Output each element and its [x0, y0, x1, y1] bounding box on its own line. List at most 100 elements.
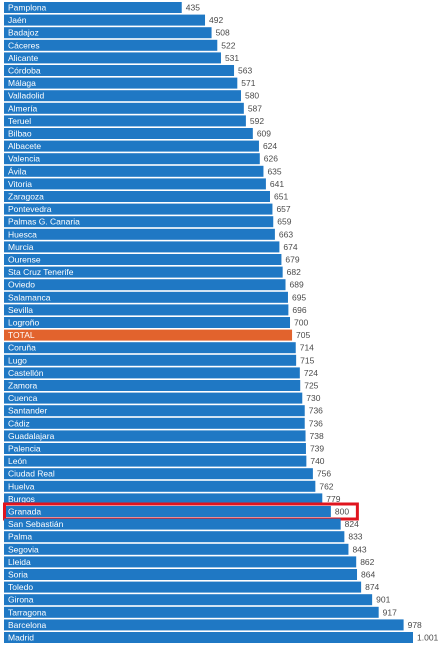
value-label-castellon: 724 [304, 368, 318, 378]
category-label-malaga: Málaga [8, 78, 36, 88]
value-label-palencia: 739 [310, 444, 324, 454]
category-label-salamanca: Salamanca [8, 292, 51, 302]
value-label-soria: 864 [361, 570, 375, 580]
value-label-salamanca: 695 [292, 292, 306, 302]
bar-alicante [4, 52, 221, 64]
category-label-santander: Santander [8, 406, 47, 416]
value-label-san-sebastian: 824 [345, 519, 359, 529]
value-label-burgos: 779 [326, 494, 340, 504]
value-label-lleida: 862 [360, 557, 374, 567]
bar-ourense [4, 254, 282, 265]
value-label-valladolid: 580 [245, 91, 259, 101]
category-label-vitoria: Vitoria [8, 179, 32, 189]
bar-coruna [4, 342, 296, 354]
category-label-cuenca: Cuenca [8, 393, 38, 403]
bar-salamanca [4, 291, 288, 303]
value-label-albacete: 624 [263, 141, 277, 151]
bar-total [4, 329, 293, 341]
category-label-cordoba: Córdoba [8, 66, 41, 76]
value-label-sevilla: 696 [292, 305, 306, 315]
category-label-jaen: Jaén [8, 15, 27, 25]
bar-pontevedra [4, 203, 273, 215]
category-label-almeria: Almería [8, 103, 38, 113]
value-label-santander: 736 [309, 406, 323, 416]
value-label-malaga: 571 [241, 78, 255, 88]
category-label-segovia: Segovia [8, 544, 39, 554]
value-label-logrono: 700 [294, 318, 308, 328]
bar-almeria [4, 102, 244, 114]
bar-soria [4, 569, 358, 580]
value-label-oviedo: 689 [290, 280, 304, 290]
category-label-sta-cruz-tenerife: Sta Cruz Tenerife [8, 267, 74, 277]
category-label-caceres: Cáceres [8, 40, 40, 50]
bar-toledo [4, 581, 362, 593]
bar-castellon [4, 367, 300, 379]
bar-badajoz [4, 27, 212, 39]
value-label-ourense: 679 [285, 255, 299, 265]
value-label-badajoz: 508 [216, 28, 230, 38]
value-label-vitoria: 641 [270, 179, 284, 189]
category-label-ciudad-real: Ciudad Real [8, 469, 55, 479]
category-label-madrid: Madrid [8, 633, 34, 643]
bars-group: Pamplona 435 Jaén 492 Badajoz 508 Cáceres 522 Al… [3, 2, 439, 643]
value-label-caceres: 522 [221, 40, 235, 50]
bar-oviedo [4, 279, 286, 291]
value-label-zamora: 725 [304, 381, 318, 391]
category-label-girona: Girona [8, 595, 34, 605]
bar-burgos [4, 493, 323, 505]
category-label-oviedo: Oviedo [8, 280, 35, 290]
category-label-palma: Palma [8, 532, 32, 542]
category-label-valladolid: Valladolid [8, 91, 45, 101]
bar-lugo [4, 354, 297, 366]
category-label-toledo: Toledo [8, 582, 33, 592]
category-label-valencia: Valencia [8, 154, 40, 164]
category-label-coruna: Coruña [8, 343, 36, 353]
category-label-badajoz: Badajoz [8, 28, 39, 38]
value-label-bilbao: 609 [257, 129, 271, 139]
category-label-alicante: Alicante [8, 53, 39, 63]
bar-ciudad-real [4, 468, 313, 480]
category-label-guadalajara: Guadalajara [8, 431, 55, 441]
value-label-coruna: 714 [300, 343, 314, 353]
value-label-ciudad-real: 756 [317, 469, 331, 479]
value-label-huelva: 762 [319, 481, 333, 491]
category-label-palencia: Palencia [8, 444, 41, 454]
value-label-jaen: 492 [209, 15, 223, 25]
value-label-madrid: 1.001 [417, 633, 439, 643]
category-label-teruel: Teruel [8, 116, 31, 126]
category-label-sevilla: Sevilla [8, 305, 33, 315]
value-label-leon: 740 [310, 456, 324, 466]
value-label-segovia: 843 [352, 544, 366, 554]
value-label-guadalajara: 738 [310, 431, 324, 441]
value-label-huesca: 663 [279, 229, 293, 239]
value-label-pamplona: 435 [186, 3, 200, 13]
bar-valencia [4, 153, 260, 165]
value-label-tarragona: 917 [383, 607, 397, 617]
category-label-soria: Soria [8, 570, 28, 580]
category-label-murcia: Murcia [8, 242, 34, 252]
bar-santander [4, 405, 305, 417]
bar-palmas-g-canaria [4, 216, 274, 228]
bar-leon [4, 455, 307, 467]
value-label-valencia: 626 [264, 154, 278, 164]
value-label-sta-cruz-tenerife: 682 [287, 267, 301, 277]
category-label-castellon: Castellón [8, 368, 44, 378]
category-label-zaragoza: Zaragoza [8, 192, 44, 202]
category-label-lugo: Lugo [8, 355, 27, 365]
bar-valladolid [4, 90, 241, 102]
bar-bilbao [4, 128, 253, 139]
category-label-tarragona: Tarragona [8, 607, 47, 617]
bar-palma [4, 531, 345, 543]
category-label-burgos: Burgos [8, 494, 35, 504]
category-label-pamplona: Pamplona [8, 3, 47, 13]
bar-jaen [4, 14, 206, 26]
category-label-bilbao: Bilbao [8, 129, 32, 139]
value-label-barcelona: 978 [408, 620, 422, 630]
category-label-albacete: Albacete [8, 141, 41, 151]
bar-pamplona [4, 2, 182, 13]
bar-san-sebastian [4, 518, 341, 530]
bar-sta-cruz-tenerife [4, 266, 283, 278]
bar-sevilla [4, 304, 289, 316]
bar-cadiz [4, 417, 305, 429]
